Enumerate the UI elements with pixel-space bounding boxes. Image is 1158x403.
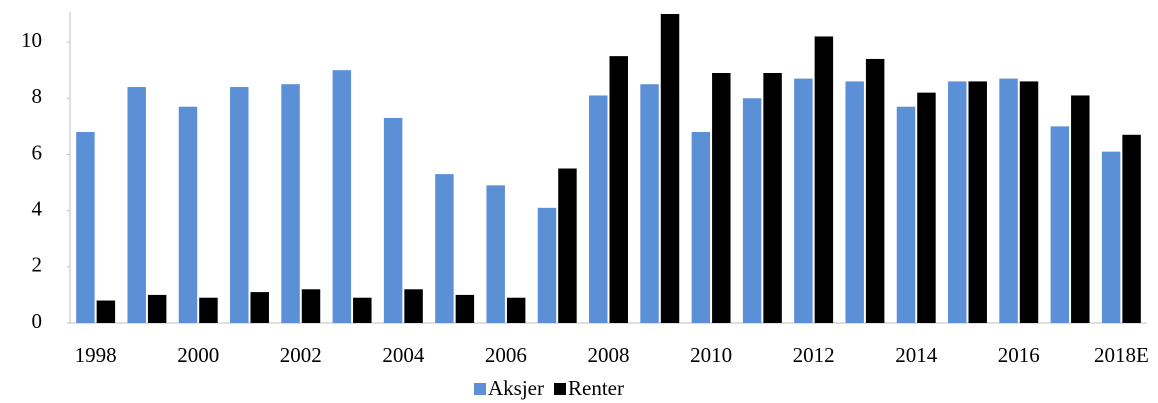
bar [281, 84, 300, 324]
y-tick-label: 0 [32, 309, 43, 333]
bar [896, 106, 916, 323]
bar [455, 294, 475, 323]
x-tick-label: 2000 [177, 343, 219, 367]
x-tick-label: 2016 [998, 343, 1040, 367]
bar [147, 294, 167, 323]
bar [999, 78, 1018, 323]
bar [609, 56, 628, 324]
bar [640, 84, 659, 324]
bar [589, 95, 608, 323]
bar [486, 185, 505, 323]
x-tick-label: 2010 [690, 343, 732, 367]
x-tick-label: 2018E [1094, 343, 1149, 367]
y-tick-label: 6 [32, 140, 43, 164]
bar [742, 98, 762, 323]
y-tick-label: 2 [32, 253, 43, 277]
bar [917, 92, 936, 324]
bar [1101, 151, 1121, 323]
bar [76, 131, 95, 323]
y-tick-label: 8 [32, 84, 43, 108]
bar [948, 81, 967, 323]
bar [845, 81, 864, 323]
bar [1122, 134, 1141, 323]
bar [506, 297, 526, 323]
bar [404, 289, 423, 323]
bar [712, 72, 731, 323]
y-tick-label: 4 [32, 196, 43, 220]
bar [691, 131, 711, 323]
bar [814, 36, 834, 324]
bar [96, 300, 116, 323]
bar [250, 292, 269, 323]
bar [794, 78, 813, 323]
x-tick-label: 2012 [793, 343, 835, 367]
bar [1071, 95, 1090, 323]
bar [178, 106, 198, 323]
y-tick-label: 10 [21, 28, 42, 52]
bar [301, 289, 321, 323]
bar [435, 174, 454, 323]
x-tick-label: 2006 [485, 343, 527, 367]
legend-label: Aksjer [488, 376, 544, 400]
legend-swatch [474, 383, 486, 395]
bar [865, 58, 885, 323]
bar [968, 81, 987, 323]
bar [332, 70, 352, 323]
legend-label: Renter [568, 376, 624, 400]
x-tick-label: 2014 [895, 343, 938, 367]
bar [230, 87, 249, 323]
x-tick-label: 2008 [588, 343, 630, 367]
bar [1050, 126, 1070, 323]
bar [353, 297, 372, 323]
bar [199, 297, 218, 323]
legend-swatch [554, 383, 566, 395]
bar [383, 117, 403, 323]
x-tick-label: 2002 [280, 343, 322, 367]
bar [537, 207, 557, 323]
x-tick-label: 1998 [75, 343, 117, 367]
x-tick-label: 2004 [382, 343, 425, 367]
bar [558, 168, 577, 323]
bar [1019, 81, 1039, 323]
bar [127, 87, 146, 323]
bar [763, 72, 782, 323]
bar [660, 14, 680, 323]
